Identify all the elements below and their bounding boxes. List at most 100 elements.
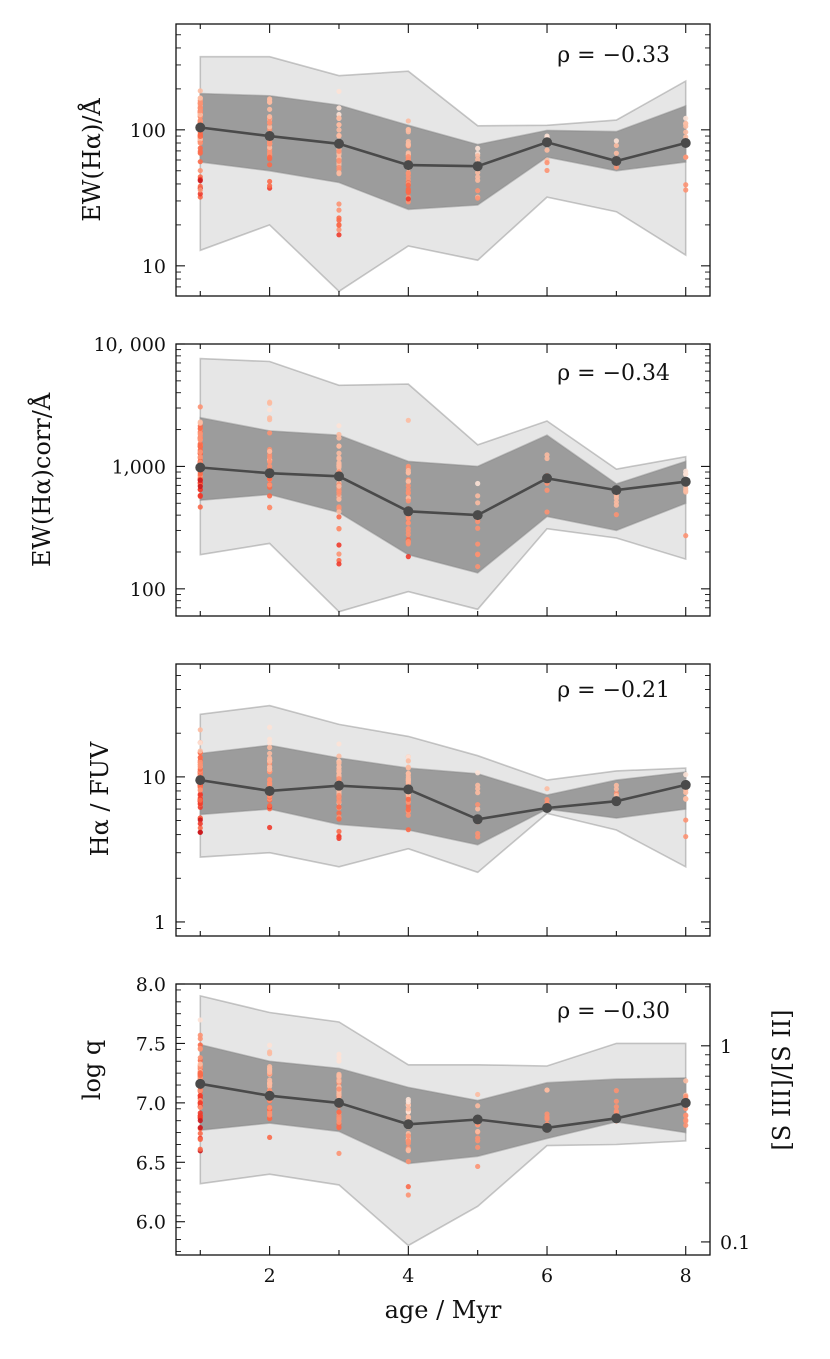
scatter-point-ha-fuv xyxy=(683,795,689,802)
scatter-point-logq xyxy=(267,1104,273,1111)
scatter-point-ha-fuv xyxy=(336,776,342,782)
scatter-point-logq xyxy=(405,1096,411,1103)
scatter-point-ew-ha-corr xyxy=(336,514,342,520)
scatter-point-logq xyxy=(405,1158,411,1165)
xtick-label: 8 xyxy=(680,1265,692,1287)
median-point-ew-ha-corr xyxy=(472,510,483,521)
scatter-point-ew-ha-corr xyxy=(405,520,411,526)
scatter-point-logq xyxy=(405,1184,411,1190)
scatter-point-ew-ha-corr xyxy=(267,417,273,423)
panel-ew-ha-corr: EW(Hα)corr/Å ρ = −0.34 100 1,000 10, 000 xyxy=(27,334,711,617)
scatter-point-ew-ha xyxy=(336,201,342,207)
scatter-point-ha-fuv xyxy=(336,753,342,759)
scatter-point-logq xyxy=(336,1051,342,1057)
ylabel-ha-fuv: Hα / FUV xyxy=(86,741,114,856)
median-point-ha-fuv xyxy=(542,803,553,814)
scatter-point-ew-ha-corr xyxy=(197,477,203,483)
scatter-point-ew-ha xyxy=(336,133,342,139)
scatter-point-ha-fuv xyxy=(267,724,273,730)
scatter-point-ew-ha xyxy=(267,178,273,185)
scatter-point-ew-ha xyxy=(475,195,481,201)
scatter-point-ew-ha xyxy=(336,127,342,133)
scatter-point-ha-fuv xyxy=(336,833,342,840)
scatter-point-ew-ha-corr xyxy=(544,455,550,462)
scatter-point-ew-ha-corr xyxy=(336,450,342,456)
rho-annotation-ew-ha: ρ = −0.33 xyxy=(557,43,670,68)
scatter-point-logq xyxy=(475,1163,481,1170)
scatter-point-ew-ha xyxy=(267,141,273,147)
scatter-point-logq xyxy=(267,1066,273,1072)
scatter-point-ha-fuv xyxy=(475,830,481,837)
scatter-point-ha-fuv xyxy=(475,770,481,776)
scatter-point-ew-ha xyxy=(267,113,273,120)
scatter-point-ew-ha xyxy=(197,133,203,140)
scatter-point-ha-fuv xyxy=(475,790,481,796)
scatter-point-ha-fuv xyxy=(267,758,273,764)
scatter-point-ew-ha xyxy=(544,147,550,153)
scatter-point-logq xyxy=(197,1125,203,1131)
scatter-point-ha-fuv xyxy=(267,824,273,831)
scatter-point-ew-ha xyxy=(336,227,342,233)
scatter-point-ew-ha xyxy=(683,182,689,188)
median-point-ew-ha xyxy=(195,122,206,133)
scatter-point-ew-ha xyxy=(613,138,619,144)
scatter-point-ew-ha xyxy=(197,112,203,118)
scatter-point-logq xyxy=(336,1119,342,1125)
scatter-point-ha-fuv xyxy=(267,744,273,751)
scatter-point-ew-ha-corr xyxy=(336,435,342,441)
scatter-point-ew-ha-corr xyxy=(336,483,342,489)
scatter-point-ha-fuv xyxy=(197,791,203,797)
scatter-point-ew-ha-corr xyxy=(336,488,342,494)
scatter-point-ew-ha xyxy=(336,111,342,118)
scatter-point-ew-ha-corr xyxy=(267,459,273,465)
scatter-point-logq xyxy=(613,1098,619,1104)
scatter-point-logq xyxy=(197,1055,203,1061)
scatter-point-logq xyxy=(405,1133,411,1139)
scatter-point-ew-ha xyxy=(683,123,689,129)
scatter-point-ha-fuv xyxy=(197,787,203,793)
scatter-point-ew-ha-corr xyxy=(405,417,411,423)
scatter-point-ew-ha-corr xyxy=(336,526,342,532)
scatter-point-ew-ha-corr xyxy=(267,463,273,469)
scatter-point-ha-fuv xyxy=(336,741,342,747)
scatter-point-ha-fuv xyxy=(405,827,411,833)
median-point-logq xyxy=(680,1097,691,1108)
scatter-point-ha-fuv xyxy=(336,795,342,801)
scatter-point-logq xyxy=(683,1113,689,1119)
scatter-point-ew-ha-corr xyxy=(267,430,273,436)
scatter-point-logq xyxy=(613,1104,619,1110)
scatter-point-ew-ha xyxy=(336,122,342,128)
ylabel-ew-ha: EW(Hα)/Å xyxy=(77,98,106,222)
scatter-point-ew-ha-corr xyxy=(267,454,273,460)
scatter-point-logq xyxy=(197,1061,203,1067)
ylabel-ew-ha-corr: EW(Hα)corr/Å xyxy=(27,392,56,567)
median-point-ha-fuv xyxy=(195,775,206,786)
ytick-label-ew-ha-corr: 100 xyxy=(130,579,166,601)
scatter-point-ew-ha xyxy=(197,148,203,154)
scatter-point-logq xyxy=(197,1117,203,1124)
scatter-point-ew-ha-corr xyxy=(197,493,203,499)
scatter-point-ha-fuv xyxy=(405,754,411,760)
scatter-point-ew-ha xyxy=(197,167,203,174)
right-ylabel-logq: [S III]/[S II] xyxy=(768,1009,796,1150)
scatter-point-ha-fuv xyxy=(197,797,203,803)
median-point-ha-fuv xyxy=(403,784,414,795)
median-point-ha-fuv xyxy=(611,796,622,807)
scatter-point-ew-ha xyxy=(405,154,411,160)
median-point-ha-fuv xyxy=(680,779,691,790)
median-point-ew-ha-corr xyxy=(403,506,414,517)
xtick-label: 4 xyxy=(402,1265,414,1287)
scatter-point-logq xyxy=(544,1087,550,1093)
scatter-point-ha-fuv xyxy=(267,740,273,746)
median-point-logq xyxy=(264,1090,275,1101)
scatter-point-ew-ha-corr xyxy=(405,554,411,560)
scatter-point-ew-ha-corr xyxy=(405,532,411,538)
scatter-point-ha-fuv xyxy=(197,754,203,761)
scatter-point-logq xyxy=(267,1110,273,1116)
scatter-point-ew-ha-corr xyxy=(197,425,203,431)
scatter-point-ha-fuv xyxy=(683,789,689,796)
median-point-logq xyxy=(195,1078,206,1089)
ytick-label-ew-ha-corr: 10, 000 xyxy=(93,334,166,356)
scatter-point-ha-fuv xyxy=(197,821,203,827)
scatter-point-ew-ha-corr xyxy=(267,493,273,499)
